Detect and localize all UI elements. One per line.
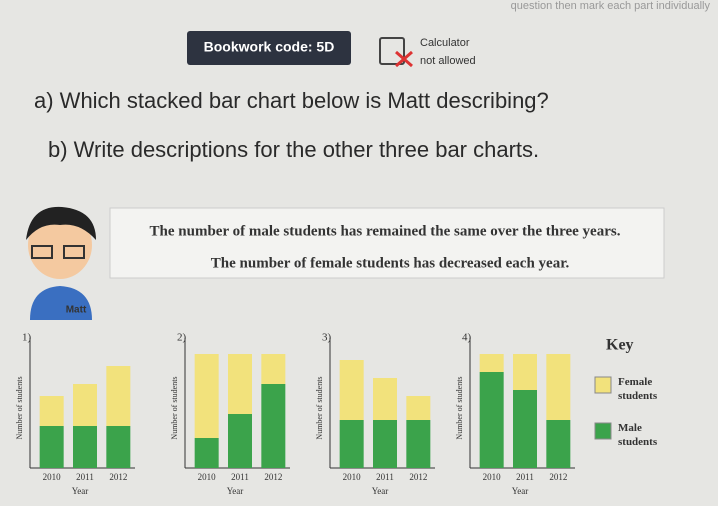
y-axis-label: Number of students [455,376,464,439]
question: a) Which stacked bar chart below is Matt… [34,88,549,113]
bar-segment [373,378,397,420]
bar-segment [194,438,219,468]
chart-number: 1) [22,332,32,344]
bar-segment [479,372,504,468]
key-title: Key [606,337,634,354]
bar-segment [73,384,97,426]
x-axis-label: Year [72,486,89,496]
x-tick-label: 2012 [109,472,127,482]
calculator-status: not allowed [420,55,476,67]
calculator-label: Calculator [420,37,470,49]
bar-segment [194,354,219,438]
x-tick-label: 2011 [376,472,394,482]
x-tick-label: 2011 [76,472,94,482]
bar-segment [406,420,431,468]
bar-segment [261,384,286,468]
bar-segment [106,366,131,426]
bar-segment [406,396,431,420]
bar-segment [479,354,504,372]
speech-line: The number of female students has decrea… [211,255,570,271]
bar-segment [546,354,571,420]
bar-segment [228,414,252,468]
y-axis-label: Number of students [170,376,179,439]
x-tick-label: 2012 [549,472,567,482]
bar-segment [106,426,131,468]
chart-number: 4) [462,332,472,344]
y-axis-label: Number of students [315,376,324,439]
x-tick-label: 2010 [343,472,362,482]
key-label: Male students [618,422,658,448]
bar-segment [339,420,364,468]
bar-segment [39,426,64,468]
x-axis-label: Year [227,486,244,496]
y-axis-label: Number of students [15,376,24,439]
bar-segment [513,354,537,390]
x-tick-label: 2010 [43,472,62,482]
speaker-name: Matt [66,305,87,316]
chart-number: 2) [177,332,187,344]
bookwork-code: Bookwork code: 5D [204,39,335,55]
bar-segment [513,390,537,468]
chart-number: 3) [322,332,332,344]
x-axis-label: Year [512,486,529,496]
x-tick-label: 2012 [409,472,427,482]
key-label: Female students [618,376,658,402]
bookwork-box[interactable] [187,31,351,65]
bar-segment [546,420,571,468]
instruction: question then mark each part individuall… [511,0,711,12]
x-tick-label: 2011 [231,472,249,482]
key-swatch [594,422,612,440]
question: b) Write descriptions for the other thre… [48,137,539,162]
x-tick-label: 2010 [483,472,502,482]
bar-segment [261,354,286,384]
x-tick-label: 2012 [264,472,282,482]
bar-segment [339,360,364,420]
bar-segment [39,396,64,426]
bar-segment [228,354,252,414]
speech-bubble [109,207,665,279]
key-swatch [594,376,612,394]
avatar [26,206,96,320]
speech-line: The number of male students has remained… [150,223,621,239]
x-axis-label: Year [372,486,389,496]
x-tick-label: 2011 [516,472,534,482]
bar-segment [73,426,97,468]
x-tick-label: 2010 [198,472,217,482]
bar-segment [373,420,397,468]
calculator-icon [379,37,413,68]
